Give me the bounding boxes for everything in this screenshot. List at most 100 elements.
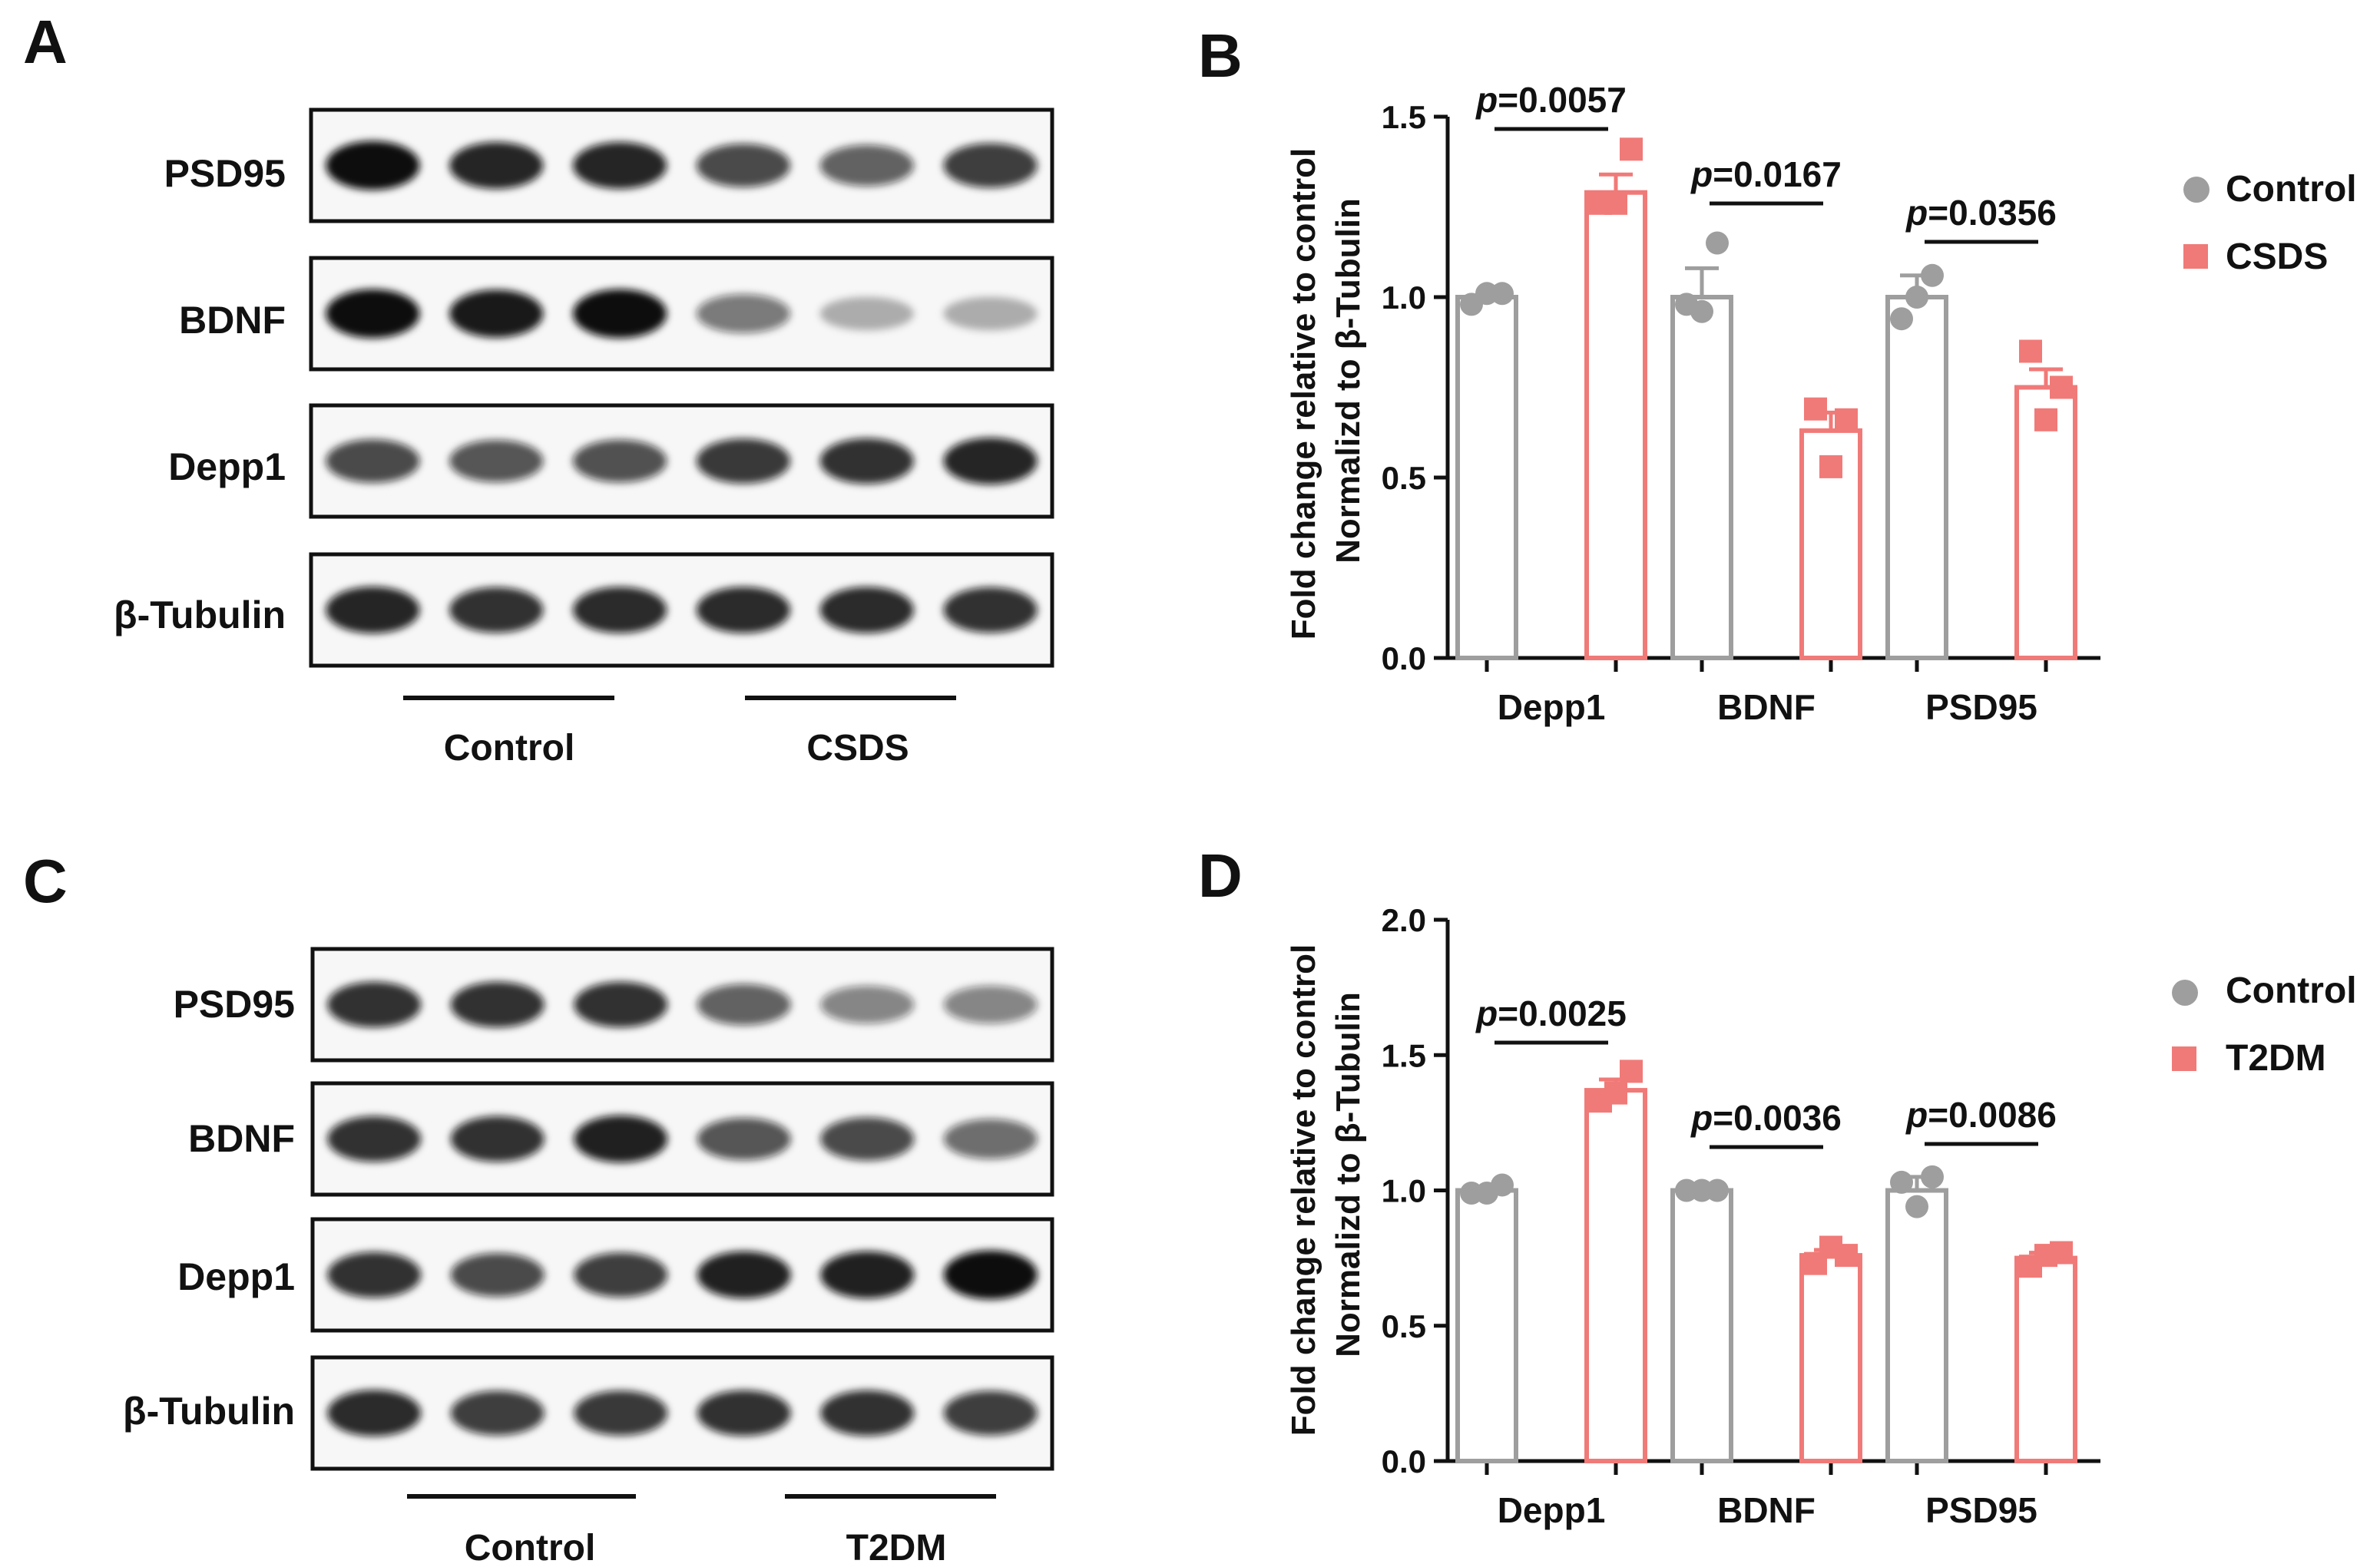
y-tick-label: 1.0 bbox=[1382, 1173, 1426, 1209]
p-value-label: p=0.0036 bbox=[1690, 1098, 1842, 1138]
y-tick-label: 0.0 bbox=[1382, 640, 1426, 676]
blot-band bbox=[820, 1390, 915, 1436]
data-point bbox=[1706, 231, 1729, 255]
blot-band bbox=[943, 587, 1038, 633]
blot-label-beta-tubulin: β-Tubulin bbox=[123, 1390, 295, 1433]
blot-label-beta-tubulin: β-Tubulin bbox=[114, 593, 286, 636]
bar bbox=[1584, 1088, 1647, 1463]
legend-label-t2dm: T2DM bbox=[2226, 1038, 2326, 1079]
data-point bbox=[1921, 263, 1944, 287]
blot-band bbox=[572, 439, 667, 483]
blot-band bbox=[696, 587, 791, 633]
y-tick-label: 1.5 bbox=[1382, 1037, 1426, 1073]
legend-marker-control bbox=[2172, 980, 2198, 1006]
blot-band bbox=[943, 1119, 1038, 1159]
data-point bbox=[2034, 408, 2057, 431]
blot-band bbox=[819, 587, 914, 633]
blot-frame-bdnf bbox=[309, 256, 1054, 372]
data-point bbox=[1804, 397, 1827, 421]
significance-annotations: p=0.0057 p=0.0167 p=0.0356 bbox=[1475, 80, 2057, 244]
bar bbox=[1885, 1188, 1948, 1463]
data-point bbox=[1835, 408, 1858, 431]
blot-band bbox=[326, 289, 420, 339]
legend-marker-t2dm bbox=[2172, 1046, 2196, 1071]
data-point bbox=[1604, 191, 1627, 215]
blot-label-depp1: Depp1 bbox=[168, 445, 286, 488]
data-point bbox=[1475, 1182, 1498, 1205]
bar-chart-b: Fold change relative to control Normaliz… bbox=[1285, 80, 2357, 727]
bar bbox=[1885, 295, 1948, 660]
legend-marker-csds bbox=[2183, 244, 2208, 269]
blot-band bbox=[450, 1116, 545, 1162]
blot-band bbox=[449, 142, 544, 189]
blot-band bbox=[696, 438, 791, 484]
chart-marks bbox=[1455, 1060, 2077, 1463]
y-tick-label: 1.5 bbox=[1382, 99, 1426, 135]
data-point bbox=[2050, 375, 2073, 399]
blot-band bbox=[696, 144, 791, 187]
blot-band bbox=[697, 1390, 791, 1436]
x-tick-label: Depp1 bbox=[1498, 1490, 1606, 1530]
blot-band bbox=[327, 1116, 422, 1162]
blot-frame-beta-tubulin bbox=[309, 552, 1054, 668]
legend-label-control: Control bbox=[2226, 169, 2357, 210]
data-point bbox=[1620, 1060, 1643, 1083]
blot-band bbox=[574, 1115, 668, 1163]
data-point bbox=[1620, 137, 1643, 161]
x-tick-label: Depp1 bbox=[1498, 687, 1606, 727]
blot-band bbox=[450, 1390, 545, 1436]
blot-band bbox=[326, 439, 420, 483]
y-tick-label: 2.0 bbox=[1382, 902, 1426, 938]
data-point bbox=[1890, 307, 1913, 331]
bar bbox=[1670, 295, 1733, 660]
blot-band bbox=[943, 438, 1038, 484]
blot-band bbox=[574, 1390, 668, 1436]
blot-band bbox=[450, 981, 545, 1028]
data-point bbox=[2019, 339, 2042, 363]
blot-band bbox=[696, 294, 791, 333]
p-value-label: p=0.0057 bbox=[1475, 80, 1627, 120]
blot-band bbox=[820, 985, 915, 1024]
blot-label-psd95: PSD95 bbox=[164, 152, 286, 195]
group-label-csds: CSDS bbox=[806, 728, 909, 769]
bar bbox=[1584, 190, 1647, 660]
data-point bbox=[1690, 1179, 1713, 1202]
blot-band bbox=[697, 1251, 791, 1299]
blot-band bbox=[820, 1117, 915, 1161]
y-tick-label: 0.5 bbox=[1382, 1308, 1426, 1344]
blot-band bbox=[943, 1250, 1038, 1300]
x-tick-label: BDNF bbox=[1717, 1490, 1816, 1530]
blot-band bbox=[572, 289, 667, 339]
blot-band bbox=[574, 1252, 668, 1298]
panel-letter-c: C bbox=[23, 847, 68, 915]
y-tick-label: 0.0 bbox=[1382, 1443, 1426, 1479]
data-point bbox=[2034, 1244, 2057, 1268]
x-tick-label: BDNF bbox=[1717, 687, 1816, 727]
x-tick-label: PSD95 bbox=[1925, 687, 2037, 727]
blot-label-psd95: PSD95 bbox=[174, 983, 295, 1026]
data-point bbox=[1475, 282, 1498, 306]
blot-band bbox=[327, 1251, 422, 1298]
bar-chart-d: Fold change relative to control Normaliz… bbox=[1285, 902, 2357, 1530]
data-point bbox=[1819, 455, 1842, 478]
data-point bbox=[1690, 299, 1713, 323]
x-tick-label: PSD95 bbox=[1925, 1490, 2037, 1530]
p-value-label: p=0.0167 bbox=[1690, 154, 1842, 194]
group-label-control: Control bbox=[444, 728, 575, 769]
bar bbox=[1799, 1253, 1862, 1463]
blot-band bbox=[327, 1390, 422, 1436]
blot-frame-depp1 bbox=[310, 1217, 1054, 1333]
bar bbox=[1670, 1188, 1733, 1463]
blot-band bbox=[697, 984, 791, 1026]
blot-band bbox=[819, 438, 914, 484]
y-axis-label: Fold change relative to control bbox=[1285, 148, 1322, 640]
y-axis-label-sub: Normalizd to β-Tubulin bbox=[1329, 992, 1367, 1357]
western-blot-a: PSD95 BDNF Depp1 β-Tubulin Control CSDS bbox=[114, 107, 1054, 769]
chart-axes: 0.0 0.5 1.0 1.5 2.0 Depp1 BDNF PSD95 bbox=[1382, 902, 2100, 1530]
chart-marks bbox=[1455, 137, 2077, 661]
y-tick-label: 1.0 bbox=[1382, 279, 1426, 316]
blot-frame-depp1 bbox=[309, 403, 1054, 519]
blot-band bbox=[449, 439, 544, 483]
blot-label-bdnf: BDNF bbox=[188, 1117, 295, 1160]
